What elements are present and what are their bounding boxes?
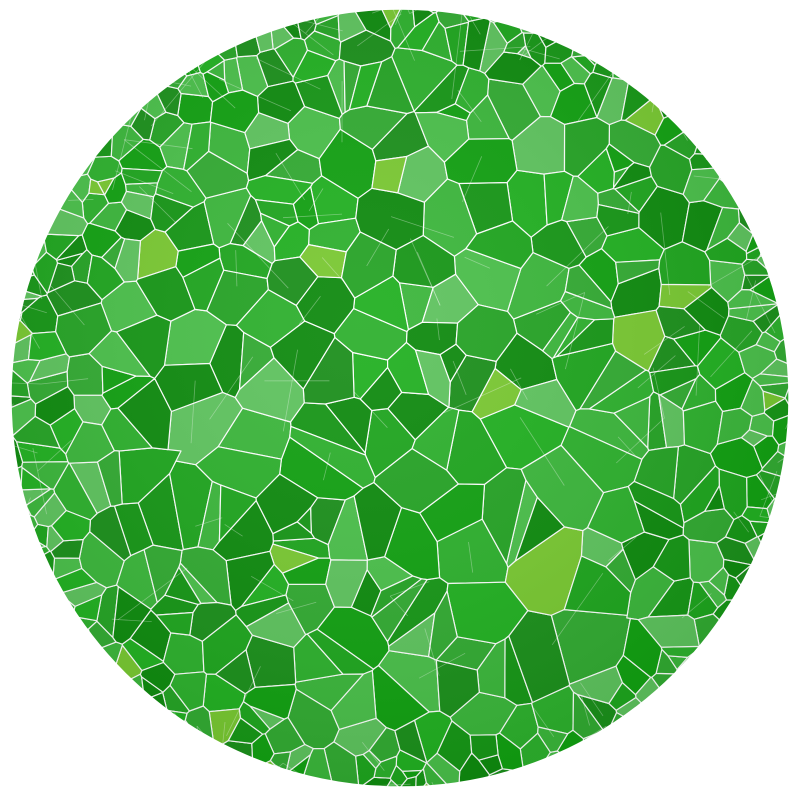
back-edge (30, 175, 48, 216)
back-edge (786, 328, 789, 351)
facet (690, 645, 789, 787)
facet (607, 711, 653, 787)
facet (11, 241, 36, 285)
facet (11, 9, 142, 127)
facet (11, 628, 93, 735)
facet (629, 705, 764, 787)
facet (108, 719, 195, 787)
facet (86, 709, 188, 787)
facet (394, 0, 416, 8)
facet (224, 773, 297, 787)
facet (11, 284, 18, 309)
facet (584, 9, 629, 67)
facet (485, 9, 526, 23)
facet (11, 505, 32, 530)
facet (11, 357, 12, 414)
back-edge (11, 264, 22, 284)
back-edge (151, 9, 209, 59)
facet (103, 9, 202, 77)
sphere-shading (11, 9, 789, 787)
back-edge (432, 0, 474, 5)
facet (582, 730, 662, 787)
sphere-outline (10, 8, 790, 788)
facet (699, 9, 789, 160)
facet (11, 641, 123, 787)
facet (712, 599, 789, 704)
facet (759, 232, 783, 257)
facet (674, 669, 789, 787)
facet (515, 9, 567, 34)
back-edge (11, 442, 14, 481)
back-edge (45, 637, 86, 640)
facet (569, 740, 628, 787)
facet (570, 9, 603, 58)
facet (612, 9, 693, 81)
facet (718, 109, 789, 201)
facet (36, 691, 168, 787)
facet (11, 9, 160, 108)
back-edge (38, 646, 105, 662)
facet (668, 82, 729, 133)
back-edge (793, 451, 795, 473)
back-edge (11, 278, 14, 303)
back-edge (776, 511, 787, 552)
facet (768, 220, 789, 290)
facet (13, 673, 146, 787)
back-edge (176, 43, 209, 59)
facet (11, 586, 65, 693)
facet (103, 731, 218, 787)
facet (11, 59, 96, 181)
facet (11, 147, 59, 236)
facet (655, 9, 789, 119)
back-edge (705, 144, 748, 160)
facet (11, 9, 114, 158)
facet (117, 10, 188, 90)
facet (29, 612, 81, 660)
facet (635, 9, 789, 101)
back-edge (134, 687, 138, 708)
facet (11, 491, 28, 518)
